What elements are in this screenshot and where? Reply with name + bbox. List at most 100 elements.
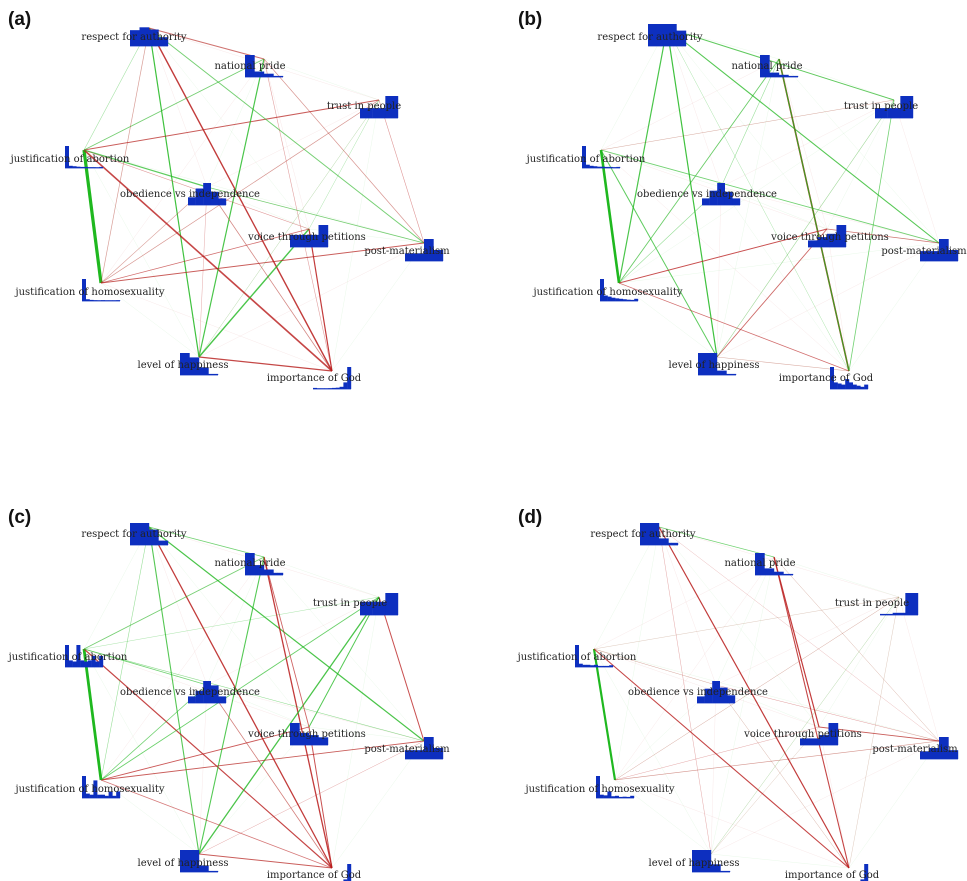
histogram-bar: [618, 796, 623, 798]
edge-respect-for-authority-importance-of-god: [148, 27, 333, 372]
histogram-bar: [717, 183, 725, 205]
histogram-bar: [841, 384, 846, 389]
edge-faint: [710, 853, 850, 869]
histogram-bar: [659, 538, 669, 545]
histogram-bar: [372, 601, 386, 615]
edge-faint: [618, 99, 895, 284]
histogram-bar: [108, 791, 113, 798]
edge-faint: [83, 596, 380, 650]
edge-level-of-happiness-importance-of-god: [198, 356, 333, 372]
histogram-bar: [590, 665, 595, 667]
edge-faint: [600, 149, 850, 372]
histogram-bar: [68, 660, 73, 667]
histogram-bar: [99, 166, 104, 168]
edge-faint: [716, 242, 940, 358]
histogram-bar: [726, 373, 737, 375]
histogram: [702, 183, 741, 206]
edge-faint: [600, 149, 722, 188]
histogram-bar: [864, 864, 869, 881]
edge-faint: [100, 526, 150, 781]
histogram-bar: [385, 96, 399, 118]
histogram-bar: [254, 71, 265, 77]
histogram-bar: [607, 296, 612, 301]
edge-justification-of-homosexuality-importance-of-god: [618, 282, 850, 372]
edge-obedience-vs-independence-importance-of-god: [715, 684, 850, 869]
histogram-bar: [112, 300, 117, 301]
histogram-bar: [724, 191, 733, 205]
histogram-bar: [433, 748, 444, 759]
node-justification-of-homosexuality: justification of homosexuality: [15, 279, 165, 302]
node-label: level of happiness: [138, 360, 229, 371]
histogram-bar: [586, 664, 591, 667]
histogram-bar: [900, 96, 914, 118]
edge-faint: [818, 596, 900, 728]
histogram-bar: [68, 165, 73, 168]
histogram-bar: [836, 225, 847, 247]
histogram-bar: [615, 298, 620, 301]
histogram-bar: [948, 750, 959, 759]
histogram-bar: [827, 233, 837, 247]
node-obedience-vs-independence: obedience vs independence: [120, 681, 260, 704]
edge-faint: [263, 556, 380, 598]
histogram-bar: [948, 250, 959, 261]
histogram: [360, 96, 399, 119]
edge-faint: [148, 27, 310, 230]
histogram-bar: [218, 696, 227, 703]
histogram: [875, 96, 914, 119]
edge-faint: [614, 740, 940, 781]
node-justification-of-homosexuality: justification of homosexuality: [15, 776, 165, 799]
node-justification-of-homosexuality: justification of homosexuality: [525, 776, 675, 799]
histogram-bar: [203, 183, 211, 205]
node-post-materialism: post-materialism: [364, 737, 450, 760]
histogram-bar: [85, 793, 90, 798]
histogram-bar: [65, 146, 69, 168]
histogram-bar: [347, 864, 352, 881]
histogram-bar: [920, 251, 930, 261]
histogram-bar: [203, 681, 211, 703]
edge-justification-of-homosexuality-voice-through-petitions: [100, 228, 310, 284]
histogram-bar: [619, 298, 623, 301]
histogram-bar: [93, 780, 98, 798]
edge-faint: [100, 27, 150, 284]
edge-faint: [331, 99, 380, 372]
histogram-bar: [180, 353, 190, 375]
edge-trust-in-people-justification-of-homosexuality: [100, 99, 380, 284]
edge-respect-for-authority-justification-of-abortion: [83, 27, 150, 151]
edge-respect-for-authority-importance-of-god: [148, 526, 333, 869]
histogram: [313, 367, 352, 390]
node-voice-through-petitions: voice through petitions: [770, 225, 889, 248]
node-level-of-happiness: level of happiness: [669, 353, 760, 376]
histogram-bar: [800, 738, 810, 745]
node-label: obedience vs independence: [120, 687, 260, 698]
edges: [82, 526, 425, 869]
histogram-bar: [324, 388, 329, 389]
edge-faint: [848, 740, 940, 869]
histogram-bar: [414, 750, 425, 759]
histogram-bar: [318, 225, 329, 247]
node-level-of-happiness: level of happiness: [138, 850, 229, 873]
edge-trust-in-people-importance-of-god: [848, 596, 900, 869]
histogram-bar: [668, 542, 679, 545]
panel-c: (c) respect for authority national pride tr…: [8, 507, 450, 881]
histogram-bar: [880, 613, 893, 615]
edge-faint: [710, 596, 900, 855]
histogram-bar: [609, 665, 614, 667]
edge-justification-of-homosexuality-voice-through-petitions: [100, 726, 310, 781]
histogram: [596, 776, 635, 799]
node-obedience-vs-independence: obedience vs independence: [628, 681, 768, 704]
edge-faint: [818, 726, 850, 869]
edge-faint: [715, 684, 820, 728]
panel-label: (c): [8, 507, 31, 528]
histogram-bar: [87, 167, 92, 168]
histogram-bar: [139, 27, 150, 46]
edge-level-of-happiness-post-materialism: [198, 740, 425, 855]
histogram: [697, 681, 736, 704]
edge-national-pride-post-materialism: [773, 556, 940, 742]
node-label: level of happiness: [649, 858, 740, 869]
histogram-bar: [149, 529, 159, 545]
edge-faint: [593, 648, 940, 742]
histogram-bar: [630, 299, 635, 301]
histogram-bar: [116, 791, 121, 798]
node-label: obedience vs independence: [637, 189, 777, 200]
edge-faint: [658, 526, 712, 855]
